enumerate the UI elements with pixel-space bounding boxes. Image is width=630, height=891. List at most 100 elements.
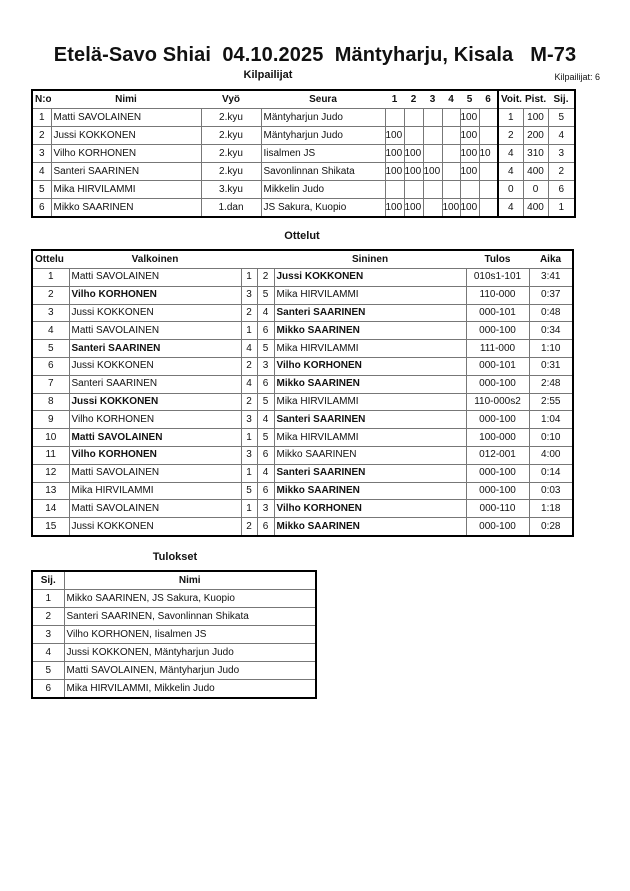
- score-cell: [422, 108, 443, 127]
- blue-number: 3: [256, 499, 275, 519]
- blue-number: 4: [256, 463, 275, 483]
- competitor-number: 1: [31, 108, 52, 127]
- white-number: 4: [240, 374, 258, 394]
- white-number: 3: [240, 410, 258, 430]
- blue-competitor: Mikko SAARINEN: [273, 445, 467, 465]
- result-place: 6: [31, 679, 65, 699]
- table-row: 6 Jussi KOKKONEN 2 3 Vilho KORHONEN 000-101 0:…: [31, 356, 574, 376]
- blue-number: 6: [256, 445, 275, 465]
- blue-number: 5: [256, 428, 275, 447]
- table-row: 1 Matti SAVOLAINEN 2.kyu Mäntyharjun Judo 10…: [31, 108, 576, 127]
- matches-heading: Ottelut: [284, 230, 320, 242]
- white-competitor: Matti SAVOLAINEN: [68, 428, 242, 447]
- blue-competitor: Santeri SAARINEN: [273, 410, 467, 430]
- col-header: Ottelu: [32, 250, 69, 269]
- match-time: 2:55: [528, 392, 574, 412]
- col-header: 5: [460, 90, 479, 109]
- competitor-club: Iisalmen JS: [260, 144, 386, 163]
- table-row: 4 Jussi KOKKONEN, Mäntyharjun Judo: [31, 643, 317, 662]
- score-cell: 100: [384, 162, 405, 181]
- match-time: 0:10: [528, 428, 574, 447]
- blue-competitor: Mikko SAARINEN: [273, 321, 467, 341]
- points: 200: [522, 126, 549, 145]
- score-cell: [422, 180, 443, 199]
- score-cell: [478, 198, 499, 218]
- competitor-name: Mikko SAARINEN: [50, 198, 202, 218]
- col-header: 4: [442, 90, 460, 109]
- match-number: 9: [31, 410, 70, 430]
- match-result: 110-000: [465, 285, 530, 305]
- place: 3: [547, 144, 576, 163]
- col-header: Sij.: [548, 90, 575, 109]
- match-time: 0:14: [528, 463, 574, 483]
- points: 310: [522, 144, 549, 163]
- table-row: 13 Mika HIRVILAMMI 5 6 Mikko SAARINEN 000-100…: [31, 481, 574, 501]
- competitor-number: 2: [31, 126, 52, 145]
- blue-number: 6: [256, 321, 275, 341]
- blue-number: 5: [256, 285, 275, 305]
- white-competitor: Vilho KORHONEN: [68, 410, 242, 430]
- match-time: 0:34: [528, 321, 574, 341]
- match-number: 6: [31, 356, 70, 376]
- white-number: 3: [240, 285, 258, 305]
- col-header: Sij.: [31, 570, 65, 590]
- score-cell: 100: [459, 198, 480, 218]
- score-cell: [422, 198, 443, 218]
- place: 6: [547, 180, 576, 199]
- competitor-name: Matti SAVOLAINEN: [50, 108, 202, 127]
- competitor-club: Mäntyharjun Judo: [260, 108, 386, 127]
- competitor-club: Mikkelin Judo: [260, 180, 386, 199]
- blue-competitor: Mika HIRVILAMMI: [273, 392, 467, 412]
- table-row: 12 Matti SAVOLAINEN 1 4 Santeri SAARINEN 000-…: [31, 463, 574, 483]
- match-result: 000-100: [465, 374, 530, 394]
- white-number: 1: [240, 268, 258, 287]
- table-row: 4 Matti SAVOLAINEN 1 6 Mikko SAARINEN 000-100…: [31, 321, 574, 341]
- score-cell: 100: [459, 162, 480, 181]
- table-row: 10 Matti SAVOLAINEN 1 5 Mika HIRVILAMMI 100-0…: [31, 428, 574, 447]
- table-row: 1 Mikko SAARINEN, JS Sakura, Kuopio: [31, 589, 317, 608]
- score-cell: [478, 108, 499, 127]
- white-number: 2: [240, 392, 258, 412]
- score-cell: [403, 108, 424, 127]
- white-competitor: Jussi KOKKONEN: [68, 303, 242, 323]
- competitors-table: N:o Nimi Vyö Seura 1 2 3 4 5 6 Voit. Pist. Sij. 1 Mat…: [31, 89, 576, 218]
- place: 4: [547, 126, 576, 145]
- white-number: 2: [240, 356, 258, 376]
- score-cell: [422, 126, 443, 145]
- score-cell: [478, 180, 499, 199]
- table-row: 5 Mika HIRVILAMMI 3.kyu Mikkelin Judo 0 0 6: [31, 180, 576, 199]
- white-number: 2: [240, 517, 258, 537]
- match-number: 12: [31, 463, 70, 483]
- score-cell: 100: [403, 198, 424, 218]
- white-competitor: Vilho KORHONEN: [68, 285, 242, 305]
- blue-competitor: Mika HIRVILAMMI: [273, 339, 467, 358]
- score-cell: [422, 144, 443, 163]
- col-header: Sininen: [274, 250, 466, 269]
- competitor-belt: 2.kyu: [200, 126, 262, 145]
- score-cell: 10: [478, 144, 499, 163]
- white-competitor: Jussi KOKKONEN: [68, 392, 242, 412]
- score-cell: [441, 144, 461, 163]
- match-result: 110-000s2: [465, 392, 530, 412]
- white-competitor: Santeri SAARINEN: [68, 339, 242, 358]
- col-header: Voit.: [497, 90, 523, 109]
- col-header: Tulos: [466, 250, 529, 269]
- competitor-belt: 2.kyu: [200, 108, 262, 127]
- blue-competitor: Mikko SAARINEN: [273, 517, 467, 537]
- match-number: 3: [31, 303, 70, 323]
- blue-competitor: Vilho KORHONEN: [273, 356, 467, 376]
- score-cell: [441, 180, 461, 199]
- matches-header-row: Ottelu Valkoinen Sininen Tulos Aika: [32, 250, 573, 269]
- table-row: 9 Vilho KORHONEN 3 4 Santeri SAARINEN 000-100…: [31, 410, 574, 430]
- white-competitor: Santeri SAARINEN: [68, 374, 242, 394]
- white-number: 1: [240, 463, 258, 483]
- blue-competitor: Mikko SAARINEN: [273, 481, 467, 501]
- white-number: 3: [240, 445, 258, 465]
- white-number: 1: [240, 428, 258, 447]
- match-result: 012-001: [465, 445, 530, 465]
- result-place: 2: [31, 607, 65, 626]
- blue-number: 4: [256, 410, 275, 430]
- wins: 1: [497, 108, 524, 127]
- wins: 2: [497, 126, 524, 145]
- white-competitor: Mika HIRVILAMMI: [68, 481, 242, 501]
